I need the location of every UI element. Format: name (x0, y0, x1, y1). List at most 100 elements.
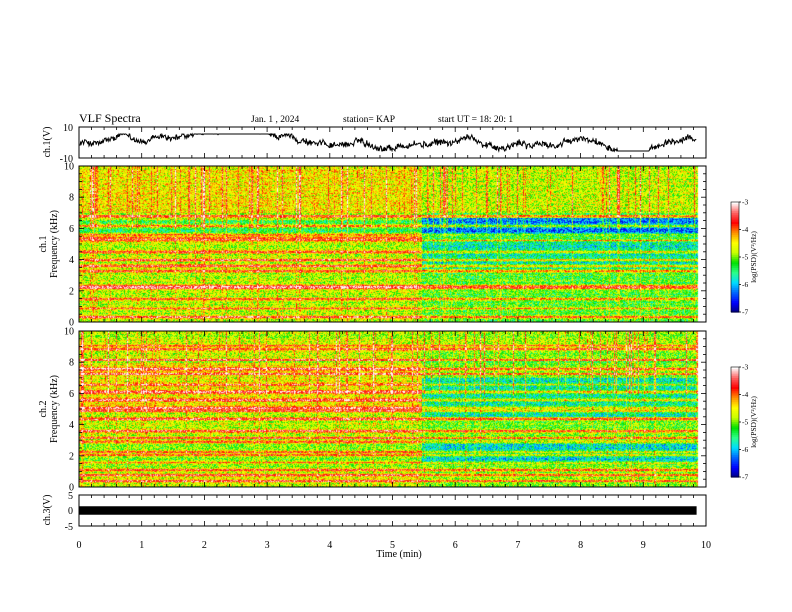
ch1-spectrogram-ylabel-channel: ch.1 (38, 236, 49, 253)
colorbar-segment (731, 458, 739, 462)
time-tick-label: 6 (453, 540, 458, 551)
colorbar-segment (731, 379, 739, 383)
colorbar-segment (731, 308, 739, 311)
colorbar-segment (731, 284, 739, 287)
colorbar-segment (731, 275, 739, 278)
ch1-waveform-line (79, 132, 697, 153)
colorbar-segment (731, 418, 739, 421)
colorbar-segment (731, 403, 739, 407)
colorbar-segment (731, 392, 739, 396)
frequency-tick-label: 6 (69, 389, 74, 400)
frequency-tick-label: 8 (69, 193, 74, 204)
colorbar-segment (731, 260, 739, 264)
colorbar-segment (731, 473, 739, 476)
colorbar-segment (731, 396, 739, 399)
colorbar-segment (731, 436, 739, 440)
colorbar-segment (731, 385, 739, 388)
colorbar-segment (731, 466, 739, 469)
colorbar-segment (731, 456, 739, 460)
colorbar-segment (731, 434, 739, 438)
colorbar-tick-label: -3 (742, 198, 748, 207)
colorbar-segment (731, 299, 739, 302)
colorbar-segment (731, 203, 739, 207)
colorbar-segment (731, 401, 739, 405)
colorbar-segment (731, 268, 739, 271)
ch3-ytick-top: 5 (68, 491, 73, 502)
colorbar-segment (731, 297, 739, 300)
colorbar-segment (731, 304, 739, 308)
colorbar-segment (731, 242, 739, 245)
colorbar-segment (731, 214, 739, 218)
ch1-spectrogram-ylabel: Frequency (kHz) (49, 210, 60, 278)
colorbar-segment (731, 293, 739, 297)
colorbar-segment (731, 253, 739, 256)
colorbar-segment (731, 390, 739, 394)
colorbar-segment (731, 422, 739, 425)
colorbar-segment (731, 225, 739, 229)
colorbar-segment (731, 407, 739, 410)
frequency-tick-label: 2 (69, 286, 74, 297)
colorbar-segment (731, 398, 739, 401)
colorbar-segment (731, 238, 739, 242)
frequency-tick-label: 2 (69, 451, 74, 462)
time-tick-label: 0 (77, 540, 82, 551)
frequency-tick-label: 6 (69, 224, 74, 235)
colorbar-segment (731, 400, 739, 403)
colorbar-segment (731, 475, 739, 478)
colorbar-segment (731, 383, 739, 386)
colorbar-tick-label: -7 (742, 473, 748, 482)
spec2-image (79, 331, 706, 487)
colorbar-segment (731, 420, 739, 423)
colorbar-label: log(PSD)(V²/Hz) (749, 396, 758, 448)
colorbar-segment (731, 455, 739, 458)
colorbar-segment (731, 222, 739, 225)
colorbar-segment (731, 416, 739, 419)
colorbar-segment (731, 409, 739, 412)
colorbar-segment (731, 202, 739, 205)
frequency-tick-label: 0 (69, 483, 74, 494)
frequency-tick-label: 0 (69, 318, 74, 329)
colorbar-segment (731, 269, 739, 273)
colorbar-tick-label: -4 (742, 225, 748, 234)
colorbar-segment (731, 255, 739, 258)
time-tick-label: 3 (265, 540, 270, 551)
colorbar-segment (731, 429, 739, 432)
colorbar-segment (731, 207, 739, 210)
colorbar-segment (731, 229, 739, 232)
colorbar-segment (731, 387, 739, 390)
station-label: station= KAP (343, 115, 395, 125)
colorbar-segment (731, 440, 739, 443)
spec1-image (79, 166, 706, 322)
ch3-ytick-bottom: -5 (65, 522, 73, 533)
colorbar-segment (731, 247, 739, 251)
colorbar-segment (731, 423, 739, 427)
colorbar-segment (731, 257, 739, 260)
colorbar-segment (731, 310, 739, 313)
ch2-colorbar: -3 -4 -5 -6 -7 log(PSD)(V²/Hz) (730, 363, 758, 482)
ch1-spectrogram-panel: 0 2 4 6 8 10 ch.1 Frequency (kHz) (38, 162, 707, 329)
colorbar-segment (731, 277, 739, 280)
colorbar-segment (731, 381, 739, 385)
ch2-spectrogram-ylabel: Frequency (kHz) (49, 375, 60, 443)
colorbar-segment (731, 213, 739, 216)
colorbar-segment (731, 389, 739, 392)
ch2-spectrogram-panel: 0 2 4 6 8 10 ch.2 Frequency (kHz) (38, 327, 707, 494)
time-tick-label: 2 (202, 540, 207, 551)
colorbar-segment (731, 433, 739, 436)
colorbar-tick-label: -7 (742, 308, 748, 317)
colorbar-segment (731, 227, 739, 231)
colorbar-segment (731, 471, 739, 474)
ch1-waveform-ylabel: ch.1(V) (42, 127, 53, 158)
colorbar-segment (731, 273, 739, 276)
colorbar-segment (731, 370, 739, 374)
colorbar-segment (731, 279, 739, 282)
colorbar-segment (731, 376, 739, 379)
colorbar-segment (731, 209, 739, 212)
colorbar-tick-label: -6 (742, 445, 748, 454)
time-tick-label: 9 (641, 540, 646, 551)
colorbar-segment (731, 445, 739, 449)
colorbar-segment (731, 211, 739, 214)
colorbar-segment (731, 240, 739, 243)
colorbar-segment (731, 235, 739, 238)
